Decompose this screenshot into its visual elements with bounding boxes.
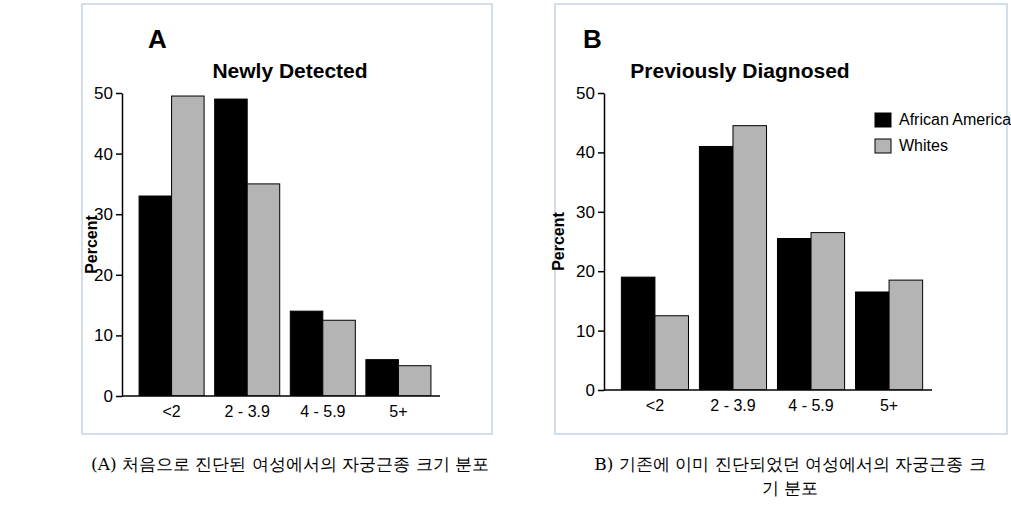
x-axis-line (604, 389, 932, 391)
y-axis-line (122, 94, 124, 397)
x-tick-label: 2 - 3.9 (225, 403, 270, 420)
y-tick: 0 (586, 381, 604, 400)
bar (323, 320, 356, 396)
figure: 0 10 20 30 40 50 <2 2 - 3.9 4 - 5.9 5+ Percent A New… (0, 0, 1011, 520)
y-tick-label: 10 (94, 326, 113, 345)
x-tick-label: <2 (162, 403, 180, 420)
panel-frame (555, 4, 1007, 434)
bar (655, 316, 689, 390)
y-tick-label: 0 (104, 387, 113, 406)
y-tick-mark (598, 152, 604, 154)
x-tick: 5+ (389, 396, 407, 420)
y-tick-label: 30 (576, 203, 595, 222)
panel-frame (82, 4, 492, 434)
x-axis: <2 2 - 3.9 4 - 5.9 5+ (122, 396, 440, 420)
y-tick-label: 0 (586, 381, 595, 400)
x-tick-label: 2 - 3.9 (710, 397, 755, 414)
x-tick-label: 4 - 5.9 (788, 397, 833, 414)
bar (777, 239, 811, 390)
y-tick-mark (116, 335, 122, 337)
y-tick-mark (598, 93, 604, 95)
x-axis: <2 2 - 3.9 4 - 5.9 5+ (604, 390, 932, 414)
legend-swatch (875, 139, 891, 153)
y-tick-label: 50 (94, 84, 113, 103)
x-tick: <2 (646, 390, 664, 414)
bar (172, 96, 205, 396)
x-tick-label: 4 - 5.9 (300, 403, 345, 420)
x-tick: 4 - 5.9 (300, 396, 345, 420)
panel-label: B (583, 24, 602, 54)
bars (139, 96, 431, 396)
y-tick-mark (598, 390, 604, 392)
legend-label: Whites (899, 137, 948, 154)
y-axis-title: Percent (550, 211, 567, 270)
x-tick: 2 - 3.9 (225, 396, 270, 420)
y-axis-line (604, 94, 606, 391)
legend-label: African Americans (899, 111, 1011, 128)
y-tick-label: 40 (94, 145, 113, 164)
y-tick: 30 (576, 203, 604, 222)
y-tick-mark (598, 271, 604, 273)
y-tick: 20 (576, 262, 604, 281)
bar (699, 146, 733, 390)
y-tick-mark (116, 396, 122, 398)
y-tick-mark (598, 212, 604, 214)
y-tick-mark (116, 153, 122, 155)
bar (215, 99, 248, 396)
y-tick: 50 (94, 84, 122, 103)
y-tick-label: 10 (576, 322, 595, 341)
y-tick-label: 20 (576, 262, 595, 281)
panel: 01020304050<22 - 3.94 - 5.95+PercentANew… (82, 4, 492, 434)
bar (856, 292, 890, 390)
bar (889, 280, 923, 390)
panel-label: A (148, 24, 167, 54)
legend-item: Whites (875, 137, 948, 154)
x-axis-line (122, 395, 440, 397)
y-tick: 40 (576, 143, 604, 162)
x-tick-label: 5+ (389, 403, 407, 420)
y-axis-title: Percent (83, 214, 100, 273)
legend: African Americans Whites (875, 111, 1011, 154)
bar (733, 126, 767, 390)
bar (621, 277, 655, 390)
y-tick: 10 (94, 326, 122, 345)
x-tick: 2 - 3.9 (710, 390, 755, 414)
bar (290, 311, 323, 396)
chart-title: Newly Detected (212, 59, 367, 82)
caption: B) 기존에 이미 진단되었던 여성에서의 자궁근종 크기 분포 (590, 452, 990, 500)
caption: (A) 처음으로 진단된 여성에서의 자궁근종 크기 분포 (90, 452, 490, 476)
y-tick: 50 (576, 84, 604, 103)
bars (621, 126, 922, 390)
y-axis: 0 10 20 30 40 50 (576, 84, 604, 400)
x-tick: <2 (162, 396, 180, 420)
chart-title: Previously Diagnosed (630, 59, 849, 82)
bar (139, 196, 172, 396)
legend-item: African Americans (875, 111, 1011, 128)
legend-swatch (875, 113, 891, 127)
y-tick: 0 (104, 387, 122, 406)
y-tick: 10 (576, 322, 604, 341)
x-tick: 4 - 5.9 (788, 390, 833, 414)
bar (366, 360, 399, 396)
y-tick-mark (598, 330, 604, 332)
x-tick-label: 5+ (880, 397, 898, 414)
y-tick-mark (116, 275, 122, 277)
y-tick-mark (116, 93, 122, 95)
y-tick-label: 50 (576, 84, 595, 103)
y-tick-label: 40 (576, 143, 595, 162)
bar (811, 233, 845, 390)
y-tick-mark (116, 214, 122, 216)
y-tick: 40 (94, 145, 122, 164)
bar (398, 366, 431, 396)
bar (247, 184, 280, 396)
x-tick: 5+ (880, 390, 898, 414)
x-tick-label: <2 (646, 397, 664, 414)
panel: 0 10 20 30 40 50 <2 2 - 3.9 4 - 5.9 5+ Percent B Pre… (550, 4, 1011, 434)
